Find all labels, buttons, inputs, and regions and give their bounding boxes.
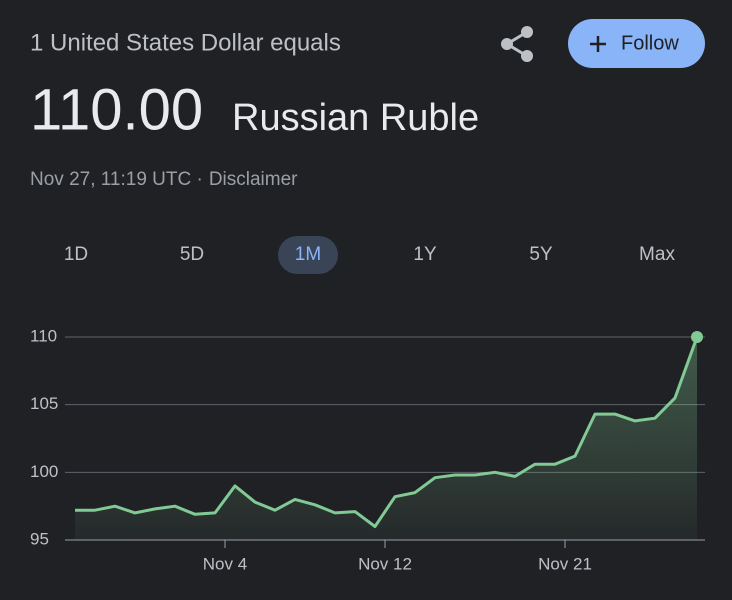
disclaimer-link[interactable]: Disclaimer: [209, 169, 298, 190]
x-tick-label: Nov 21: [538, 554, 592, 573]
range-tab-selected-bg[interactable]: [278, 236, 338, 274]
y-tick-label: 95: [30, 529, 49, 548]
timestamp: Nov 27, 11:19 UTC ·: [30, 169, 203, 190]
range-tab[interactable]: 1D: [64, 244, 88, 265]
area-fill: [75, 337, 697, 540]
y-tick-label: 110: [30, 326, 57, 345]
y-tick-label: 100: [30, 462, 58, 481]
follow-label[interactable]: Follow: [621, 32, 679, 54]
price-line: [75, 336, 699, 528]
end-point: [691, 331, 703, 343]
currency: Russian Ruble: [232, 97, 479, 139]
rate: 110.00: [30, 77, 203, 142]
range-tabs: 1D 5D 1M 1Y 5Y Max: [64, 236, 675, 274]
x-tick-label: Nov 12: [358, 554, 412, 573]
share-icon[interactable]: [501, 26, 533, 62]
range-tab[interactable]: 1Y: [413, 244, 437, 265]
range-tab[interactable]: 1M: [295, 244, 321, 265]
follow-button-bg[interactable]: [568, 19, 705, 68]
plus-icon: [590, 36, 606, 52]
x-tick-label: Nov 4: [203, 554, 247, 573]
y-tick-label: 105: [30, 394, 58, 413]
follow-button[interactable]: Follow: [568, 19, 705, 68]
range-tab[interactable]: 5Y: [529, 244, 553, 265]
subtitle: 1 United States Dollar equals: [30, 29, 341, 56]
range-tab[interactable]: 5D: [180, 244, 204, 265]
range-tab[interactable]: Max: [639, 244, 675, 265]
chart: 95 100 105 110 Nov 4 Nov 12 Nov 21: [30, 326, 705, 573]
